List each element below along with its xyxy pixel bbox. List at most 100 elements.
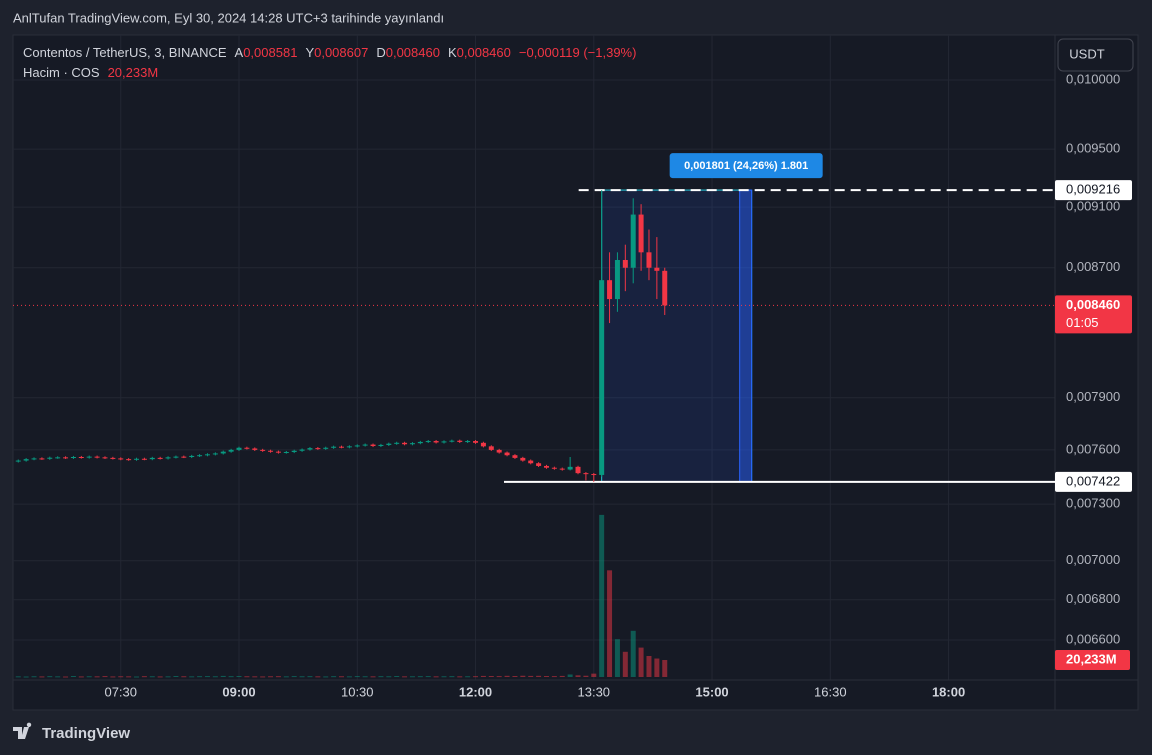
volume-bar — [449, 676, 455, 678]
volume-bar — [402, 676, 408, 678]
candle-body — [244, 447, 250, 449]
volume-bar — [543, 675, 549, 677]
y-tick-label: 0,006800 — [1066, 591, 1120, 606]
volume-bar — [409, 676, 415, 678]
volume-bar — [528, 675, 534, 677]
volume-bar — [291, 676, 297, 678]
candle-body — [212, 453, 218, 455]
volume-bar — [622, 651, 628, 677]
volume-bar — [78, 676, 84, 678]
candle-body — [575, 466, 581, 474]
legend-ohlc-value: 0,008581 — [243, 45, 297, 60]
countdown-label: 01:05 — [1066, 315, 1099, 330]
candle-body — [134, 458, 140, 460]
legend-ohlc-key: D — [376, 45, 385, 60]
volume-bar — [583, 675, 589, 677]
candle-body — [543, 465, 549, 468]
volume-bar — [118, 676, 124, 678]
volume-bar — [268, 676, 274, 678]
x-tick-label: 13:30 — [578, 684, 611, 699]
y-tick-label: 0,007000 — [1066, 552, 1120, 567]
volume-bar — [591, 673, 597, 677]
y-tick-label: 0,008700 — [1066, 259, 1120, 274]
currency-button[interactable] — [1057, 38, 1134, 72]
candle-body — [15, 460, 21, 462]
candle-body — [567, 466, 573, 470]
volume-tag: 20,233M — [1066, 651, 1117, 666]
candle-body — [181, 456, 187, 458]
candle-body — [307, 448, 313, 450]
candle-body — [189, 455, 195, 457]
candle-body — [268, 450, 274, 452]
volume-bar — [662, 660, 668, 677]
y-tick-label: 0,010000 — [1066, 71, 1120, 86]
volume-bar — [646, 656, 652, 677]
candle-body — [394, 442, 400, 444]
candle-body — [110, 457, 116, 459]
candle-body — [622, 260, 628, 268]
legend-volume-value: 20,233M — [108, 65, 159, 80]
x-tick-label: 18:00 — [932, 684, 965, 699]
candle-body — [228, 449, 234, 452]
y-tick-label: 0,009500 — [1066, 141, 1120, 156]
volume-bar — [457, 676, 463, 678]
volume-bar — [149, 676, 155, 678]
last-price-box — [1055, 295, 1132, 334]
volume-bar — [331, 676, 337, 678]
candle-body — [197, 455, 203, 457]
legend-symbol: Contentos / TetherUS, 3, BINANCE — [23, 45, 227, 60]
volume-bar — [614, 639, 620, 677]
volume-bar — [244, 676, 250, 678]
candle-body — [55, 457, 61, 459]
volume-bar — [599, 514, 605, 677]
volume-bar — [181, 676, 187, 678]
volume-bar — [480, 675, 486, 677]
candle-body — [346, 446, 352, 448]
candle-body — [488, 446, 494, 450]
y-tick-label: 0,007300 — [1066, 496, 1120, 511]
volume-bar — [126, 676, 132, 678]
legend-ohlc-key: K — [448, 45, 457, 60]
volume-bar — [39, 676, 45, 678]
volume-tag-box — [1055, 650, 1130, 671]
candle-body — [126, 459, 132, 461]
candle-body — [39, 458, 45, 460]
volume-bar — [15, 676, 21, 678]
candle-body — [63, 457, 69, 459]
candle-body — [662, 270, 668, 306]
candle-body — [473, 441, 479, 443]
candle-body — [425, 441, 431, 443]
legend-ohlc-key: A — [235, 45, 244, 60]
volume-bar — [63, 676, 69, 678]
volume-bar — [134, 676, 140, 678]
volume-bar — [260, 676, 266, 678]
volume-bar — [654, 658, 660, 677]
volume-bar — [575, 675, 581, 677]
candle-body — [31, 458, 37, 460]
volume-bar — [47, 676, 53, 678]
volume-bar — [228, 676, 234, 678]
brand-logo — [13, 722, 32, 739]
candle-body — [599, 280, 605, 475]
volume-bar — [23, 676, 29, 678]
y-tick-label: 0,007600 — [1066, 441, 1120, 456]
candle-body — [331, 446, 337, 448]
candle-body — [465, 441, 471, 443]
volume-bar — [394, 675, 400, 677]
volume-bar — [386, 676, 392, 678]
candle-body — [449, 440, 455, 442]
measure-label-box — [669, 153, 823, 179]
candle-body — [78, 456, 84, 458]
currency-label[interactable]: USDT — [1069, 46, 1104, 61]
candle-body — [173, 456, 179, 458]
candle-body — [528, 460, 534, 464]
volume-bar — [417, 676, 423, 678]
volume-bar — [157, 676, 163, 678]
volume-bar — [338, 676, 344, 678]
volume-bar — [141, 676, 147, 678]
candle-body — [236, 447, 242, 450]
brand-name: TradingView — [42, 725, 130, 742]
candle-body — [141, 458, 147, 460]
high-price-tag: 0,009216 — [1066, 182, 1120, 197]
volume-bar — [630, 630, 636, 677]
